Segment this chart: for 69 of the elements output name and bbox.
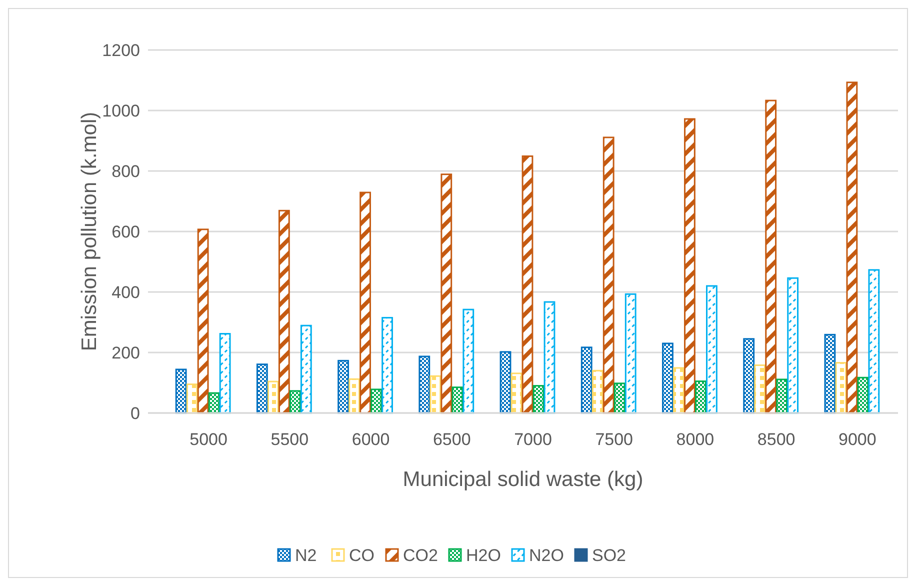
bar: [510, 372, 522, 414]
x-tick-label: 5000: [190, 430, 228, 449]
bar: [532, 385, 544, 414]
y-tick-label: 400: [112, 282, 140, 302]
x-axis-title: Municipal solid waste (kg): [402, 468, 644, 491]
bar: [360, 192, 371, 414]
bar: [824, 334, 836, 414]
bar: [208, 392, 220, 414]
y-tick-label: 0: [130, 404, 140, 423]
bar: [382, 316, 393, 414]
bar: [452, 386, 464, 414]
y-tick-label: 1200: [102, 40, 140, 60]
y-tick-label: 600: [112, 222, 140, 242]
bar: [370, 388, 382, 414]
x-tick-label: 8000: [676, 430, 714, 449]
bar: [695, 380, 706, 414]
legend-label: N2: [295, 546, 317, 565]
bar: [765, 100, 777, 414]
bar: [256, 364, 268, 414]
bar: [857, 376, 869, 414]
y-tick-label: 1000: [102, 101, 140, 120]
bar: [602, 136, 614, 414]
y-axis-title: Emission pollution (k.mol): [78, 112, 101, 352]
bar: [418, 356, 430, 414]
y-tick-label: 800: [112, 162, 140, 181]
bar: [544, 301, 556, 414]
x-tick-label: 7500: [595, 430, 634, 449]
x-tick-label: 9000: [838, 430, 876, 449]
bar: [522, 155, 534, 414]
legend-label: CO2: [403, 546, 438, 565]
bar: [787, 277, 799, 414]
bar: [462, 308, 474, 414]
bar: [580, 346, 592, 414]
bar: [673, 367, 684, 414]
x-tick-label: 6500: [432, 430, 471, 449]
bar: [743, 338, 755, 414]
bar: [835, 362, 847, 414]
bar: [592, 370, 604, 414]
x-tick-label: 8500: [757, 430, 796, 449]
x-tick-label: 5500: [270, 430, 309, 449]
legend-label: SO2: [592, 546, 626, 565]
bar: [776, 378, 788, 414]
bar: [338, 360, 349, 414]
bar: [300, 324, 312, 414]
bar: [267, 380, 279, 414]
bar: [662, 342, 674, 414]
bar: [219, 332, 231, 414]
bar: [614, 382, 626, 414]
bar: [348, 378, 360, 414]
bar: [684, 118, 696, 414]
x-tick-label: 7000: [514, 430, 552, 449]
y-tick-label: 200: [112, 343, 140, 362]
bar: [706, 285, 718, 414]
bar: [624, 293, 636, 414]
bar: [278, 210, 290, 414]
bar: [430, 375, 442, 414]
bar: [289, 390, 301, 414]
legend-label: H2O: [466, 546, 501, 565]
legend-label: N2O: [529, 546, 564, 565]
bar: [868, 269, 880, 414]
bar: [440, 174, 452, 414]
bar: [846, 82, 858, 414]
x-tick-label: 6000: [352, 430, 390, 449]
bar: [186, 384, 198, 414]
bar: [754, 364, 766, 414]
bar: [500, 351, 512, 414]
legend-label: CO: [349, 546, 374, 565]
bar: [197, 228, 209, 414]
bar: [175, 368, 187, 414]
